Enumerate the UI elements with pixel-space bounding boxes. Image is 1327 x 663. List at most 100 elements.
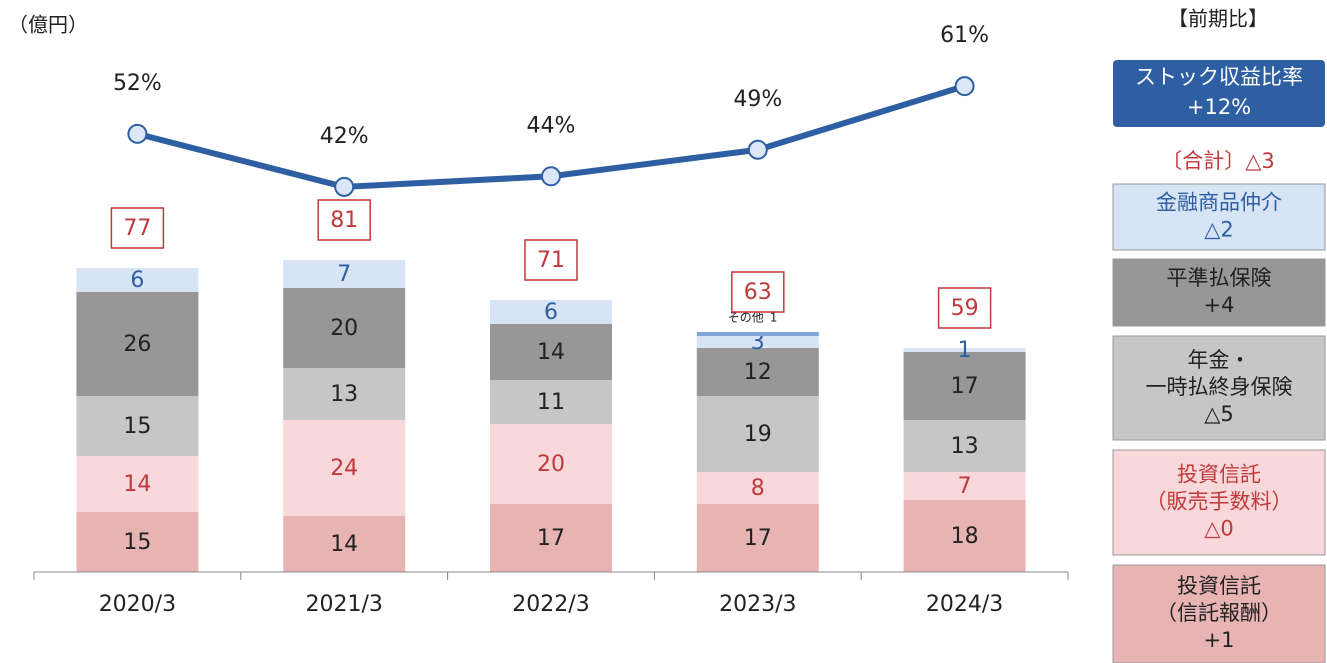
panel-title: 【前期比】 [1168,7,1268,31]
panel-name: ストック収益比率 [1135,65,1303,89]
other-label: その他 [728,311,764,325]
line-marker [127,123,148,144]
bar-segment [696,504,819,572]
data-label: 1 [770,311,778,325]
panel-box [1113,60,1325,127]
panel-box [1112,183,1326,251]
panel-name: 金融商品仲介 [1156,191,1282,215]
bar-segment [76,396,199,456]
line-label: 52% [113,71,162,96]
panel-box [1112,449,1326,556]
bar-segment [903,348,1026,352]
bar-segment [903,472,1026,500]
bar-segment [283,260,406,288]
data-label: 11 [537,390,565,415]
bar-segment [903,500,1026,572]
total-label: 63 [744,280,772,305]
panel-change: △2 [1204,218,1234,242]
data-label: 8 [751,476,765,501]
x-tick-label: 2020/3 [99,592,176,617]
panel-name: 投資信託（販売手数料） [1146,462,1293,513]
panel-change: +12% [1187,95,1251,119]
bar-segment [76,512,199,572]
bar-segment [283,516,406,572]
data-label: 14 [123,472,151,497]
data-label: 6 [544,300,558,325]
panel-box [1112,564,1326,663]
data-label: 14 [537,340,565,365]
bar-segment [490,424,612,504]
total-box [317,199,371,241]
total-box [937,287,992,329]
bar-segment [490,324,612,380]
x-tick-label: 2022/3 [512,592,589,617]
data-label: 13 [330,382,358,407]
panel-change: +1 [1204,628,1235,652]
data-label: 17 [951,374,979,399]
data-label: 6 [130,268,144,293]
bar-segment [283,420,406,516]
panel-name: 平準払保険 [1167,266,1272,290]
data-label: 7 [337,262,351,287]
total-change: 〔合計〕△3 [1161,149,1275,173]
bar-segment [283,288,406,368]
data-label: 24 [330,456,358,481]
data-label: 20 [537,452,565,477]
total-box [110,207,165,249]
line-label: 49% [733,87,782,112]
data-label: 1 [958,338,972,363]
x-tick-label: 2021/3 [305,592,382,617]
bar-segment [903,420,1026,472]
line-label: 61% [940,23,989,48]
bar-segment [76,268,199,292]
line-label: 42% [320,124,369,149]
data-label: 19 [744,422,772,447]
panel-name: 年金・一時払終身保険 [1146,348,1293,399]
data-label: 7 [958,474,972,499]
data-label: 26 [123,332,151,357]
line-marker [954,76,975,97]
total-label: 59 [951,296,979,321]
bar-segment [490,300,612,324]
bar-segment [696,472,819,504]
data-label: 17 [537,526,565,551]
line-marker [747,139,768,160]
line-marker [334,176,355,197]
bar-segment [76,456,199,512]
bar-segment [283,368,406,420]
total-label: 71 [537,248,565,273]
line-marker [541,166,561,187]
data-label: 20 [330,316,358,341]
bar-segment [696,396,819,472]
x-tick-label: 2024/3 [926,592,1003,617]
total-box [731,271,785,313]
panel-change: △0 [1204,517,1234,541]
bar-segment [903,352,1026,420]
bar-segment [696,336,819,348]
data-label: 15 [123,530,151,555]
bar-segment [76,292,199,396]
panel-box [1112,258,1326,327]
data-label: 15 [123,414,151,439]
panel-box [1112,335,1326,441]
total-box [524,239,578,281]
panel-change: △5 [1204,402,1234,426]
data-label: 13 [951,434,979,459]
data-label: 18 [951,524,979,549]
total-label: 81 [330,208,358,233]
x-tick-label: 2023/3 [719,592,796,617]
panel-name: 投資信託（信託報酬） [1156,574,1282,625]
data-label: 3 [751,330,765,355]
total-label: 77 [123,216,151,241]
bar-segment [490,380,612,424]
bar-segment [696,332,819,336]
panel-change: +4 [1204,293,1235,317]
data-label: 17 [744,526,772,551]
data-label: 12 [744,360,772,385]
bar-segment [696,348,819,396]
line-label: 44% [527,113,576,138]
data-label: 14 [330,532,358,557]
bar-segment [490,504,612,572]
unit-label: （億円） [8,13,88,37]
